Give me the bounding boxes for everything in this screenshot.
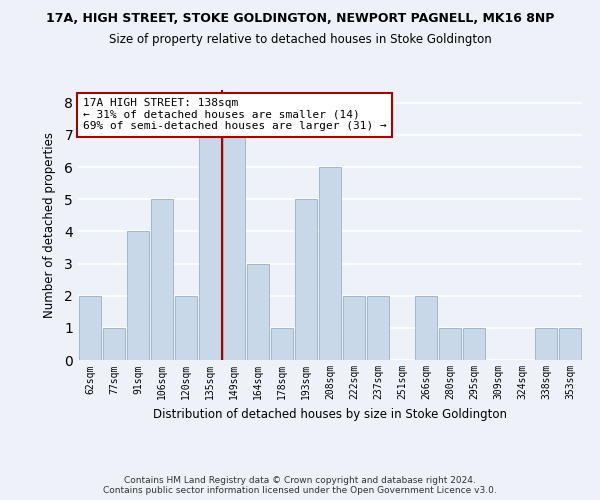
Bar <box>151 200 173 360</box>
Bar <box>535 328 557 360</box>
Bar <box>295 200 317 360</box>
Bar <box>343 296 365 360</box>
Bar <box>415 296 437 360</box>
Bar <box>127 232 149 360</box>
Bar <box>463 328 485 360</box>
Y-axis label: Number of detached properties: Number of detached properties <box>43 132 56 318</box>
Bar <box>559 328 581 360</box>
Bar <box>439 328 461 360</box>
Text: Size of property relative to detached houses in Stoke Goldington: Size of property relative to detached ho… <box>109 32 491 46</box>
Bar <box>199 135 221 360</box>
Bar <box>175 296 197 360</box>
Text: Contains HM Land Registry data © Crown copyright and database right 2024.
Contai: Contains HM Land Registry data © Crown c… <box>103 476 497 495</box>
Text: 17A HIGH STREET: 138sqm
← 31% of detached houses are smaller (14)
69% of semi-de: 17A HIGH STREET: 138sqm ← 31% of detache… <box>83 98 387 132</box>
Bar <box>223 135 245 360</box>
Bar <box>247 264 269 360</box>
Text: 17A, HIGH STREET, STOKE GOLDINGTON, NEWPORT PAGNELL, MK16 8NP: 17A, HIGH STREET, STOKE GOLDINGTON, NEWP… <box>46 12 554 26</box>
Bar <box>79 296 101 360</box>
X-axis label: Distribution of detached houses by size in Stoke Goldington: Distribution of detached houses by size … <box>153 408 507 420</box>
Bar <box>271 328 293 360</box>
Bar <box>103 328 125 360</box>
Bar <box>319 167 341 360</box>
Bar <box>367 296 389 360</box>
